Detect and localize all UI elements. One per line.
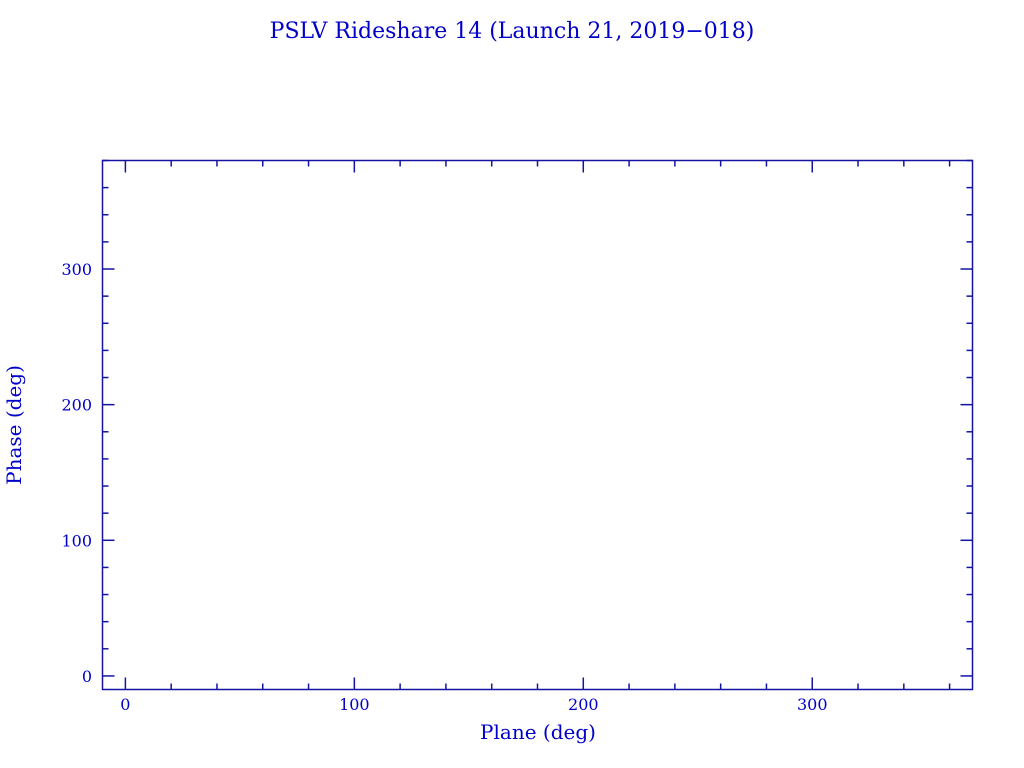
y-tick-label: 200 [61,396,92,415]
y-tick-label: 100 [61,531,92,550]
y-tick-label: 0 [82,667,92,686]
y-axis-label: Phase (deg) [2,365,26,485]
chart-title: PSLV Rideshare 14 (Launch 21, 2019−018) [270,19,755,44]
x-tick-label: 0 [120,695,130,714]
plot-frame [101,159,974,691]
x-tick-label: 200 [568,695,599,714]
x-tick-label: 100 [339,695,370,714]
tick-labels: 0 100 200 300 0 100 200 300 [61,260,827,714]
x-axis-label: Plane (deg) [480,720,596,744]
y-tick-label: 300 [61,260,92,279]
x-tick-label: 300 [797,695,828,714]
axis-ticks [102,159,973,690]
